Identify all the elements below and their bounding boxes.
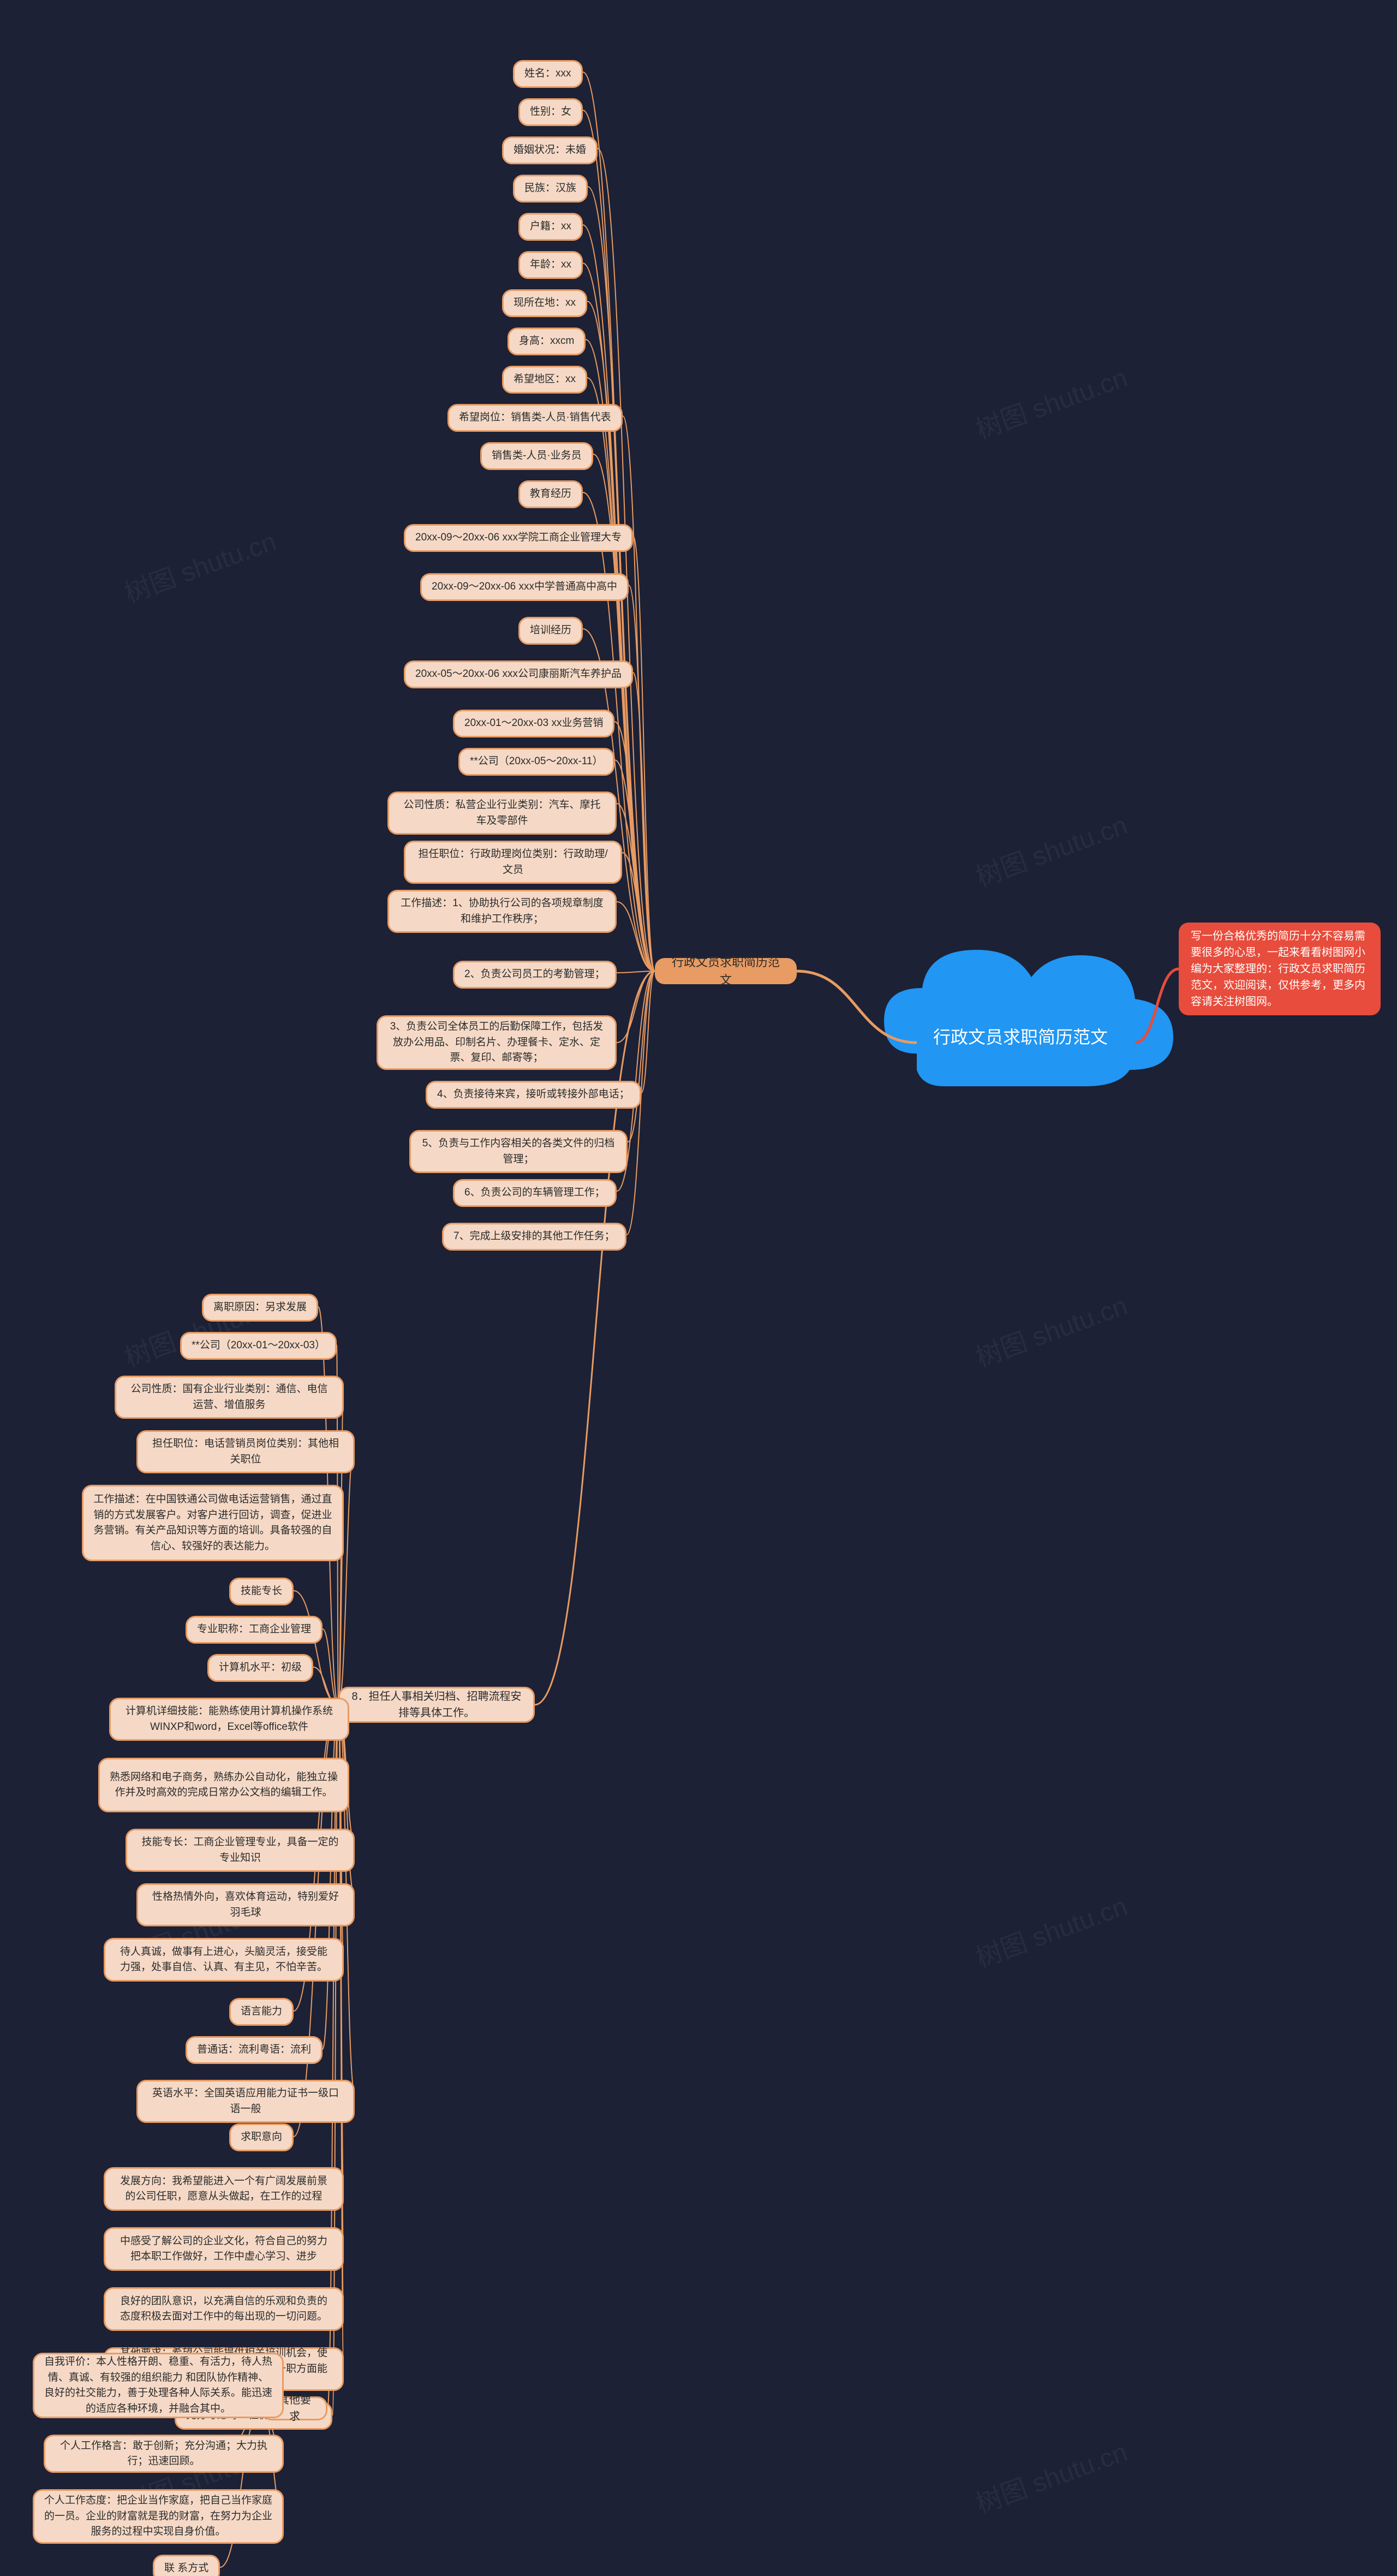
root-node[interactable]: 行政文员求职简历范文 [895, 1004, 1146, 1070]
detail-node-7[interactable]: 身高：xxcm [508, 328, 586, 355]
detail-node-8[interactable]: 希望地区：xx [502, 366, 587, 394]
b8-child-19[interactable]: 良好的团队意识，以充满自信的乐观和负责的态度积极去面对工作中的每出现的一切问题。 [104, 2287, 344, 2331]
detail-node-15[interactable]: 20xx-05～20xx-06 xxx公司康丽斯汽车养护品 [404, 661, 633, 688]
detail-node-9[interactable]: 希望岗位：销售类-人员·销售代表 [447, 404, 623, 432]
b8-child-2[interactable]: 公司性质：国有企业行业类别：通信、电信运营、增值服务 [115, 1376, 344, 1419]
oq-child-2[interactable]: 个人工作格言：敢于创新；充分沟通；大力执行；迅速回顾。 [44, 2435, 284, 2473]
b8-child-18[interactable]: 中感受了解公司的企业文化，符合自己的努力把本职工作做好，工作中虚心学习、进步 [104, 2227, 344, 2271]
b8-child-1[interactable]: **公司（20xx-01～20xx-03） [180, 1332, 337, 1360]
b8-child-12[interactable]: 待人真诚，做事有上进心，头脑灵活，接受能力强，处事自信、认真、有主见，不怕辛苦。 [104, 1938, 344, 1982]
detail-node-0[interactable]: 姓名：xxx [513, 60, 583, 88]
detail-node-18[interactable]: 公司性质：私营企业行业类别：汽车、摩托车及零部件 [387, 792, 617, 835]
detail-node-2[interactable]: 婚姻状况：未婚 [502, 136, 598, 164]
detail-node-13[interactable]: 20xx-09～20xx-06 xxx中学普通高中高中 [420, 573, 629, 601]
detail-node-10[interactable]: 销售类-人员·业务员 [480, 442, 593, 470]
detail-node-25[interactable]: 6、负责公司的车辆管理工作； [453, 1179, 617, 1207]
detail-node-20[interactable]: 工作描述：1、协助执行公司的各项规章制度和维护工作秩序； [387, 890, 617, 933]
detail-node-12[interactable]: 20xx-09～20xx-06 xxx学院工商企业管理大专 [404, 524, 633, 552]
detail-node-19[interactable]: 担任职位：行政助理岗位类别：行政助理/文员 [404, 841, 622, 884]
mindmap-stage: 树图 shutu.cn树图 shutu.cn树图 shutu.cn树图 shut… [0, 0, 1397, 2576]
detail-node-5[interactable]: 年龄：xx [518, 251, 583, 279]
b8-child-6[interactable]: 专业职称：工商企业管理 [186, 1616, 323, 1644]
branch8-node[interactable]: 8．担任人事相关归档、招聘流程安排等具体工作。 [338, 1687, 535, 1723]
b8-child-16[interactable]: 求职意向 [229, 2123, 294, 2151]
b8-child-14[interactable]: 普通话：流利粤语：流利 [186, 2036, 323, 2064]
b8-child-3[interactable]: 担任职位：电话营销员岗位类别：其他相关职位 [136, 1430, 355, 1473]
detail-node-4[interactable]: 户籍：xx [518, 213, 583, 241]
b8-child-15[interactable]: 英语水平：全国英语应用能力证书一级口语一般 [136, 2080, 355, 2123]
b8-child-4[interactable]: 工作描述：在中国铁通公司做电话运营销售，通过直销的方式发展客户。对客户进行回访，… [82, 1485, 344, 1561]
detail-node-17[interactable]: **公司（20xx-05～20xx-11） [458, 748, 614, 776]
b8-child-13[interactable]: 语言能力 [229, 1998, 294, 2026]
detail-node-3[interactable]: 民族：汉族 [513, 175, 588, 203]
detail-node-24[interactable]: 5、负责与工作内容相关的各类文件的归档管理； [409, 1130, 628, 1173]
detail-node-14[interactable]: 培训经历 [518, 617, 583, 645]
description-node[interactable]: 写一份合格优秀的简历十分不容易需要很多的心思，一起来看看树图网小编为大家整理的：… [1179, 923, 1381, 1015]
left-hub-node[interactable]: 行政文员求职简历范文 [655, 958, 797, 984]
b8-child-10[interactable]: 技能专长：工商企业管理专业，具备一定的专业知识 [126, 1829, 355, 1872]
b8-child-0[interactable]: 离职原因：另求发展 [202, 1294, 318, 1322]
detail-node-16[interactable]: 20xx-01～20xx-03 xx业务营销 [453, 710, 614, 737]
detail-node-26[interactable]: 7、完成上级安排的其他工作任务； [442, 1223, 626, 1251]
b8-child-7[interactable]: 计算机水平：初级 [207, 1654, 313, 1682]
b8-child-17[interactable]: 发展方向：我希望能进入一个有广阔发展前景的公司任职，愿意从头做起，在工作的过程 [104, 2167, 344, 2211]
b8-child-5[interactable]: 技能专长 [229, 1578, 294, 1605]
detail-node-1[interactable]: 性别：女 [518, 98, 583, 126]
oq-child-4[interactable]: 联 系方式 [153, 2555, 220, 2576]
detail-node-23[interactable]: 4、负责接待来宾，接听或转接外部电话； [426, 1081, 641, 1109]
b8-child-11[interactable]: 性格热情外向，喜欢体育运动，特别爱好羽毛球 [136, 1883, 355, 1926]
detail-node-11[interactable]: 教育经历 [518, 480, 583, 508]
oq-child-1[interactable]: 自我评价：本人性格开朗、稳重、有活力，待人热情、真诚、有较强的组织能力 和团队协… [33, 2353, 284, 2418]
detail-node-22[interactable]: 3、负责公司全体员工的后勤保障工作，包括发放办公用品、印制名片、办理餐卡、定水、… [377, 1015, 617, 1070]
detail-node-21[interactable]: 2、负责公司员工的考勤管理； [453, 961, 617, 989]
b8-child-9[interactable]: 熟悉网络和电子商务，熟练办公自动化，能独立操作并及时高效的完成日常办公文档的编辑… [98, 1758, 349, 1812]
b8-child-8[interactable]: 计算机详细技能：能熟练使用计算机操作系统WINXP和word，Excel等off… [109, 1698, 349, 1741]
detail-node-6[interactable]: 现所在地：xx [502, 289, 587, 317]
oq-child-3[interactable]: 个人工作态度：把企业当作家庭，把自己当作家庭的一员。企业的财富就是我的财富，在努… [33, 2489, 284, 2544]
